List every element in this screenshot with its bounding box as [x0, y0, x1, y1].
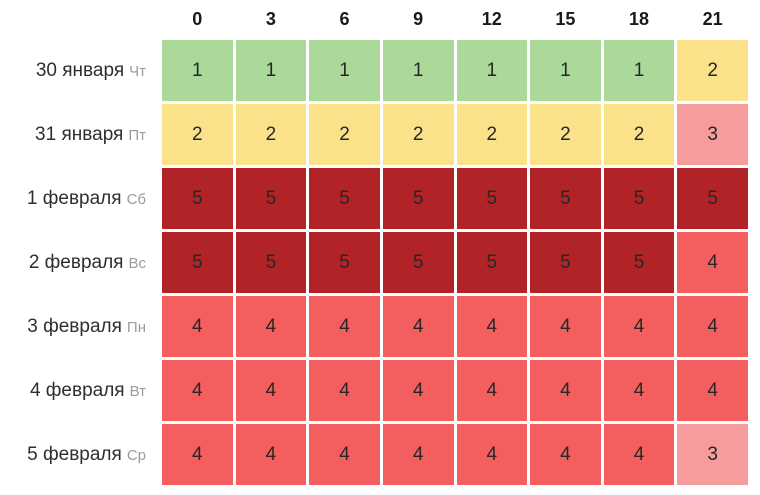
k-index-cell: 5: [382, 232, 454, 293]
k-index-cell: 1: [530, 40, 601, 101]
date-label: 5 февраля: [27, 444, 122, 465]
weekday-label: Сб: [126, 191, 146, 208]
hour-column-header: 12: [481, 9, 502, 29]
k-index-cell: 4: [235, 296, 307, 357]
weekday-label: Пн: [126, 319, 146, 336]
k-index-cell: 1: [603, 40, 675, 101]
k-index-cell: 2: [603, 104, 675, 165]
k-index-cell: 2: [456, 104, 528, 165]
k-index-cell: 5: [456, 232, 528, 293]
k-index-cell: 4: [382, 296, 454, 357]
k-index-cell: 5: [456, 168, 528, 229]
k-index-cell: 5: [162, 232, 233, 293]
k-index-cell: 4: [309, 296, 380, 357]
k-index-cell: 3: [677, 424, 748, 485]
k-index-cell: 4: [530, 360, 601, 421]
k-index-cell: 5: [309, 168, 380, 229]
k-index-cell: 4: [677, 360, 748, 421]
weekday-label: Ср: [126, 447, 146, 464]
weekday-label: Вт: [129, 383, 146, 400]
k-index-cell: 5: [235, 232, 307, 293]
k-index-cell: 5: [162, 168, 233, 229]
k-index-cell: 4: [603, 424, 675, 485]
row-label: 2 февраля Вс: [0, 232, 159, 293]
k-index-cell: 2: [677, 40, 748, 101]
row-label: 3 февраля Пн: [0, 296, 159, 357]
weekday-label: Вс: [128, 255, 146, 272]
k-index-cell: 3: [677, 104, 748, 165]
k-index-cell: 5: [382, 168, 454, 229]
k-index-cell: 5: [677, 168, 748, 229]
k-index-cell: 4: [235, 360, 307, 421]
k-index-cell: 4: [677, 296, 748, 357]
date-label: 4 февраля: [29, 380, 125, 401]
k-index-cell: 2: [382, 104, 454, 165]
row-label: 30 января Чт: [0, 40, 159, 101]
hour-column-header: 0: [192, 9, 203, 29]
k-index-cell: 2: [309, 104, 380, 165]
table-corner-spacer: [0, 2, 159, 37]
k-index-cell: 4: [162, 360, 233, 421]
k-index-cell: 5: [603, 232, 675, 293]
k-index-cell: 1: [235, 40, 307, 101]
k-index-cell: 5: [530, 232, 601, 293]
k-index-cell: 4: [235, 424, 307, 485]
k-index-cell: 2: [530, 104, 601, 165]
k-index-cell: 5: [530, 168, 601, 229]
kindex-heatmap-table: 0 3 6 9 12 15 18 21 30 января Чт 1 1 1 1 1 1 1 2 31 января…: [0, 2, 748, 485]
k-index-cell: 4: [309, 360, 380, 421]
k-index-cell: 4: [677, 232, 748, 293]
k-index-cell: 2: [162, 104, 233, 165]
hour-column-header: 15: [555, 9, 576, 29]
row-label: 1 февраля Сб: [0, 168, 159, 229]
k-index-cell: 1: [382, 40, 454, 101]
k-index-cell: 5: [235, 168, 307, 229]
k-index-cell: 5: [603, 168, 675, 229]
k-index-cell: 4: [530, 296, 601, 357]
date-label: 1 февраля: [26, 188, 122, 209]
k-index-cell: 4: [456, 296, 528, 357]
weekday-label: Чт: [129, 63, 146, 80]
k-index-cell: 4: [456, 360, 528, 421]
hour-column-header: 3: [265, 9, 276, 29]
hour-column-header: 9: [413, 9, 424, 29]
row-label: 5 февраля Ср: [0, 424, 159, 485]
date-label: 3 февраля: [27, 316, 122, 337]
hour-column-header: 21: [702, 9, 723, 29]
date-label: 31 января: [35, 124, 124, 145]
k-index-cell: 4: [162, 424, 233, 485]
hour-column-header: 6: [339, 9, 350, 29]
k-index-cell: 1: [456, 40, 528, 101]
k-index-cell: 4: [162, 296, 233, 357]
hour-column-header: 18: [629, 9, 650, 29]
row-label: 31 января Пт: [0, 104, 159, 165]
k-index-cell: 4: [382, 360, 454, 421]
k-index-cell: 4: [603, 360, 675, 421]
k-index-cell: 4: [456, 424, 528, 485]
k-index-cell: 2: [235, 104, 307, 165]
date-label: 30 января: [35, 60, 125, 81]
k-index-cell: 4: [309, 424, 380, 485]
k-index-cell: 4: [603, 296, 675, 357]
k-index-cell: 1: [162, 40, 233, 101]
row-label: 4 февраля Вт: [0, 360, 159, 421]
k-index-cell: 4: [382, 424, 454, 485]
weekday-label: Пт: [128, 127, 146, 144]
date-label: 2 февраля: [28, 252, 124, 273]
k-index-cell: 1: [309, 40, 380, 101]
k-index-cell: 4: [530, 424, 601, 485]
k-index-cell: 5: [309, 232, 380, 293]
